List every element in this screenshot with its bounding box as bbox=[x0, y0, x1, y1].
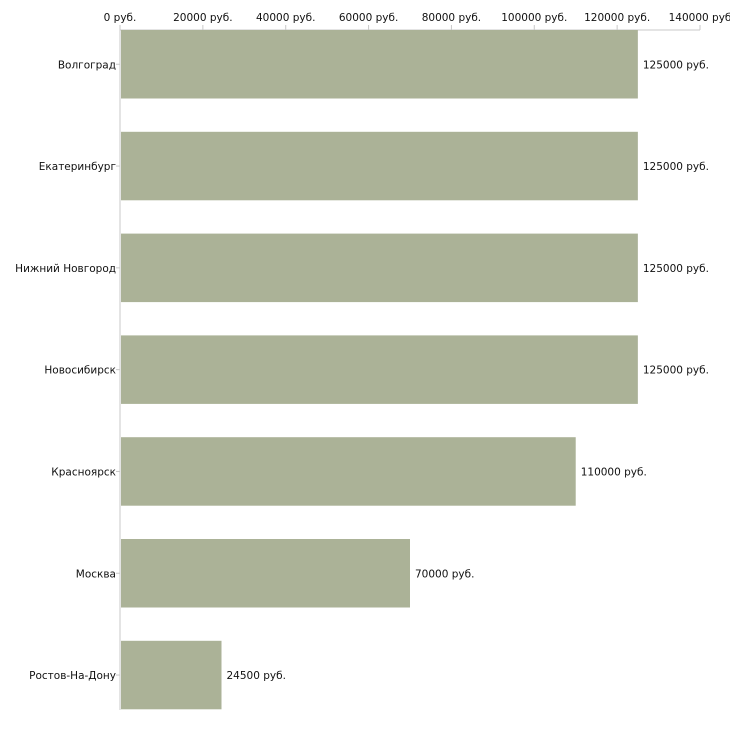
bar-value-label: 70000 руб. bbox=[415, 568, 474, 580]
bar-value-label: 24500 руб. bbox=[227, 670, 286, 682]
category-label: Волгоград bbox=[58, 59, 116, 71]
category-label: Москва bbox=[76, 568, 116, 580]
bar bbox=[121, 539, 410, 608]
category-label: Ростов-На-Дону bbox=[29, 670, 116, 682]
bar bbox=[121, 30, 638, 99]
bar bbox=[121, 640, 222, 710]
bar-value-label: 110000 руб. bbox=[581, 466, 647, 478]
x-tick-label: 60000 руб. bbox=[339, 12, 398, 24]
x-tick-label: 100000 руб. bbox=[501, 12, 567, 24]
bars bbox=[121, 30, 638, 710]
category-label: Новосибирск bbox=[44, 365, 116, 377]
x-axis: 0 руб. 20000 руб. 40000 руб. 60000 руб. 8000… bbox=[104, 12, 730, 31]
x-tick-label: 140000 руб bbox=[669, 12, 730, 24]
data-labels: 125000 руб. 125000 руб. 125000 руб. 125000 … bbox=[227, 59, 709, 682]
x-tick-label: 80000 руб. bbox=[422, 12, 481, 24]
bar-value-label: 125000 руб. bbox=[643, 365, 709, 377]
x-tick-label: 20000 руб. bbox=[173, 12, 232, 24]
bar-value-label: 125000 руб. bbox=[643, 263, 709, 275]
bar bbox=[121, 131, 638, 201]
x-tick-label: 120000 руб. bbox=[584, 12, 650, 24]
y-axis: Волгоград Екатеринбург Нижний Новгород Ново… bbox=[15, 30, 121, 710]
bar bbox=[121, 335, 638, 404]
bar bbox=[121, 437, 576, 506]
category-label: Красноярск bbox=[51, 466, 116, 478]
category-label: Екатеринбург bbox=[39, 161, 116, 173]
bar bbox=[121, 233, 638, 303]
category-label: Нижний Новгород bbox=[15, 263, 116, 275]
x-tick-label: 0 руб. bbox=[104, 12, 137, 24]
bar-value-label: 125000 руб. bbox=[643, 59, 709, 71]
x-tick-label: 40000 руб. bbox=[256, 12, 315, 24]
bar-value-label: 125000 руб. bbox=[643, 161, 709, 173]
